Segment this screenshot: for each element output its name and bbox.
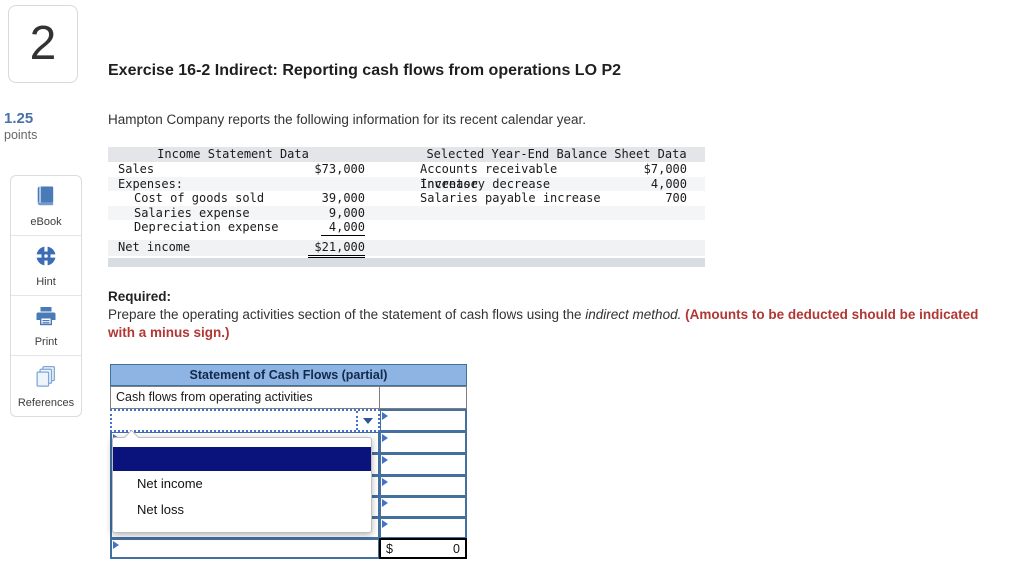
row-amount — [620, 206, 705, 221]
table-row: Cost of goods sold 39,000 Salaries payab… — [108, 191, 705, 206]
unanswered-marker-icon — [382, 456, 388, 464]
points-label: points — [4, 128, 38, 142]
points-block: 1.25 points — [4, 110, 37, 142]
row-amount: 700 — [665, 191, 687, 205]
row-label: Expenses: — [118, 176, 184, 191]
income-statement-table: Income Statement Data Selected Year-End … — [108, 147, 705, 258]
row-label — [408, 206, 620, 221]
total-cell: $ 0 — [379, 538, 467, 559]
income-table-header-row: Income Statement Data Selected Year-End … — [108, 147, 705, 162]
row-label: Salaries payable increase — [420, 191, 601, 205]
row-amount: 9,000 — [328, 205, 365, 220]
print-label: Print — [34, 336, 58, 348]
cash-flow-worksheet: Statement of Cash Flows (partial) Cash f… — [110, 364, 467, 560]
row-amount — [293, 177, 365, 192]
row-label: Salaries expense — [134, 205, 250, 220]
amount-cell — [379, 386, 467, 409]
row-amount: 39,000 — [321, 191, 365, 205]
required-heading: Required: — [108, 289, 172, 304]
dropdown-option-blank[interactable] — [113, 447, 371, 471]
resource-toolbar: eBook Hint Print — [10, 175, 82, 417]
row-amount: $7,000 — [643, 162, 687, 176]
ebook-icon — [34, 184, 58, 213]
account-dropdown[interactable] — [110, 409, 380, 432]
print-button[interactable]: Print — [11, 295, 81, 355]
net-income-row: Net income $21,000 — [108, 239, 705, 258]
chevron-down-icon — [363, 417, 373, 424]
row-amount: 4,000 — [650, 176, 687, 191]
row-label: Accounts receivable increase — [420, 162, 558, 191]
hint-icon — [34, 244, 58, 273]
table-footer-bar — [108, 258, 705, 267]
table-row: Expenses: Inventory decrease 4,000 — [108, 176, 705, 192]
amount-input-cell[interactable] — [379, 431, 467, 454]
points-value: 1.25 — [4, 110, 34, 127]
row-label — [408, 220, 620, 235]
references-button[interactable]: References — [11, 355, 81, 416]
ebook-label: eBook — [30, 216, 62, 228]
unanswered-marker-icon — [382, 434, 388, 442]
exercise-title: Exercise 16-2 Indirect: Reporting cash f… — [108, 62, 622, 79]
dropdown-option-net-income[interactable]: Net income — [137, 476, 203, 491]
ebook-button[interactable]: eBook — [11, 176, 81, 235]
unanswered-marker-icon — [382, 478, 388, 486]
worksheet-title: Statement of Cash Flows (partial) — [110, 364, 467, 386]
required-text: Prepare the operating activities section… — [108, 306, 1003, 341]
double-underlined-amount: $21,000 — [308, 240, 365, 258]
row-label: Depreciation expense — [134, 220, 279, 234]
amount-input-cell[interactable] — [379, 409, 467, 432]
income-table-right-header: Selected Year-End Balance Sheet Data — [426, 147, 687, 161]
dropdown-option-net-loss[interactable]: Net loss — [137, 502, 184, 517]
unanswered-marker-icon — [382, 412, 388, 420]
unanswered-marker-icon — [382, 520, 388, 528]
question-number: 2 — [29, 17, 57, 70]
row-amount — [620, 220, 705, 235]
table-row: Depreciation expense 4,000 — [108, 220, 705, 236]
required-text-italic: indirect method. — [585, 307, 682, 322]
underlined-amount: 4,000 — [320, 220, 365, 236]
amount-input-cell[interactable] — [379, 517, 467, 539]
references-icon — [34, 364, 59, 394]
amount-input-cell[interactable] — [379, 496, 467, 518]
currency-symbol: $ — [386, 541, 393, 556]
exercise-intro: Hampton Company reports the following in… — [108, 112, 586, 127]
dropdown-arrow-button[interactable] — [356, 411, 378, 430]
row-label: Net income — [118, 239, 191, 254]
table-row: Salaries expense 9,000 — [108, 205, 705, 221]
hint-label: Hint — [36, 276, 56, 288]
row-label: Inventory decrease — [420, 176, 551, 191]
hint-button[interactable]: Hint — [11, 235, 81, 295]
table-row: Sales $73,000 Accounts receivable increa… — [108, 162, 705, 191]
row-label: Sales — [118, 162, 155, 176]
total-value: 0 — [453, 541, 460, 556]
amount-input-cell[interactable] — [379, 475, 467, 497]
required-text-normal: Prepare the operating activities section… — [108, 307, 586, 322]
income-table-left-header: Income Statement Data — [157, 147, 309, 161]
row-amount: $73,000 — [314, 162, 365, 176]
unanswered-marker-icon — [382, 499, 388, 507]
question-number-box: 2 — [8, 5, 78, 83]
section-label-cell: Cash flows from operating activities — [110, 386, 380, 409]
required-text-warning: (Amounts to be deducted should be indica… — [108, 307, 979, 340]
row-label: Cost of goods sold — [134, 191, 265, 205]
references-label: References — [17, 397, 75, 409]
unanswered-marker-icon — [113, 541, 119, 549]
dropdown-option-list: Net income Net loss — [112, 429, 372, 533]
amount-input-cell[interactable] — [379, 453, 467, 476]
label-input-cell[interactable] — [110, 538, 380, 559]
print-icon — [34, 304, 58, 333]
